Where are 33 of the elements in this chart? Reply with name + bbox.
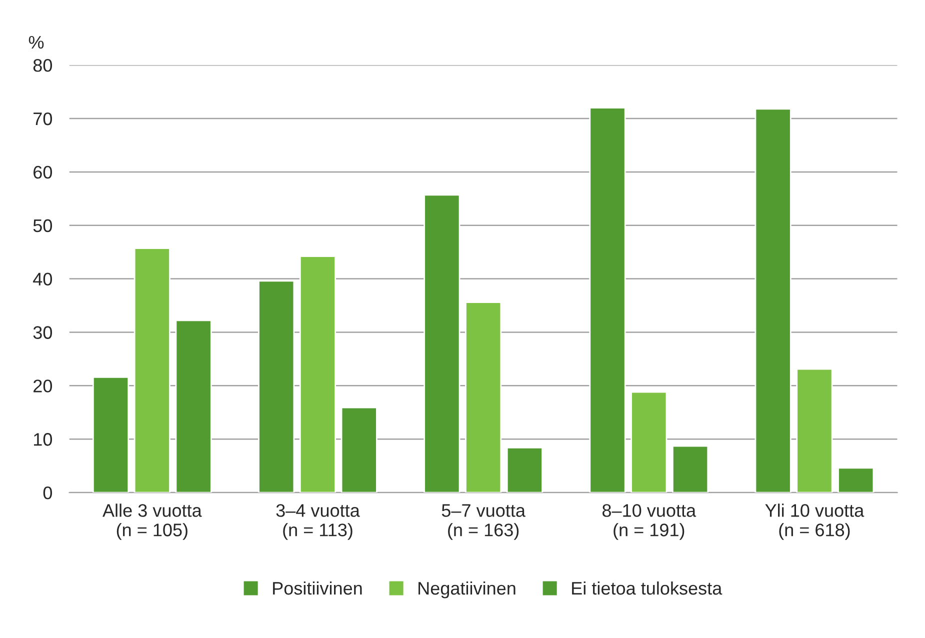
bar (838, 467, 874, 493)
bar (175, 320, 212, 493)
x-tick-label: Yli 10 vuotta (n = 618) (765, 504, 864, 540)
x-tick-label: 8–10 vuotta (n = 191) (602, 504, 696, 540)
bar (258, 280, 295, 493)
bar (92, 376, 130, 493)
bar (754, 108, 792, 493)
y-tick-label: 60 (34, 166, 52, 179)
x-tick-label: Alle 3 vuotta (n = 105) (102, 504, 202, 540)
y-tick-label: 50 (33, 219, 52, 232)
x-tick-label: 5–7 vuotta (n = 163) (442, 504, 526, 540)
bar (630, 391, 668, 493)
x-tick-label: 3–4 vuotta (n = 113) (276, 504, 360, 540)
y-tick-label: 40 (33, 272, 52, 286)
bar (672, 445, 709, 493)
bar (299, 256, 336, 493)
y-tick-label: 70 (34, 112, 52, 126)
bar (589, 107, 626, 493)
y-axis-title: % (28, 36, 44, 49)
bar (796, 368, 833, 493)
y-tick-label: 80 (33, 59, 52, 72)
bar (134, 248, 170, 493)
y-tick-label: 0 (43, 486, 52, 500)
bar (340, 406, 378, 493)
y-tick-label: 30 (33, 326, 52, 339)
legend-label: Ei tietoa tuloksesta (572, 581, 722, 595)
bar (465, 302, 502, 493)
y-tick-label: 20 (34, 380, 52, 392)
legend-label: Negatiivinen (418, 581, 516, 598)
bar (506, 446, 543, 493)
y-tick-label: 10 (34, 433, 52, 446)
legend-label: Positiivinen (273, 581, 362, 595)
bar (424, 194, 460, 493)
